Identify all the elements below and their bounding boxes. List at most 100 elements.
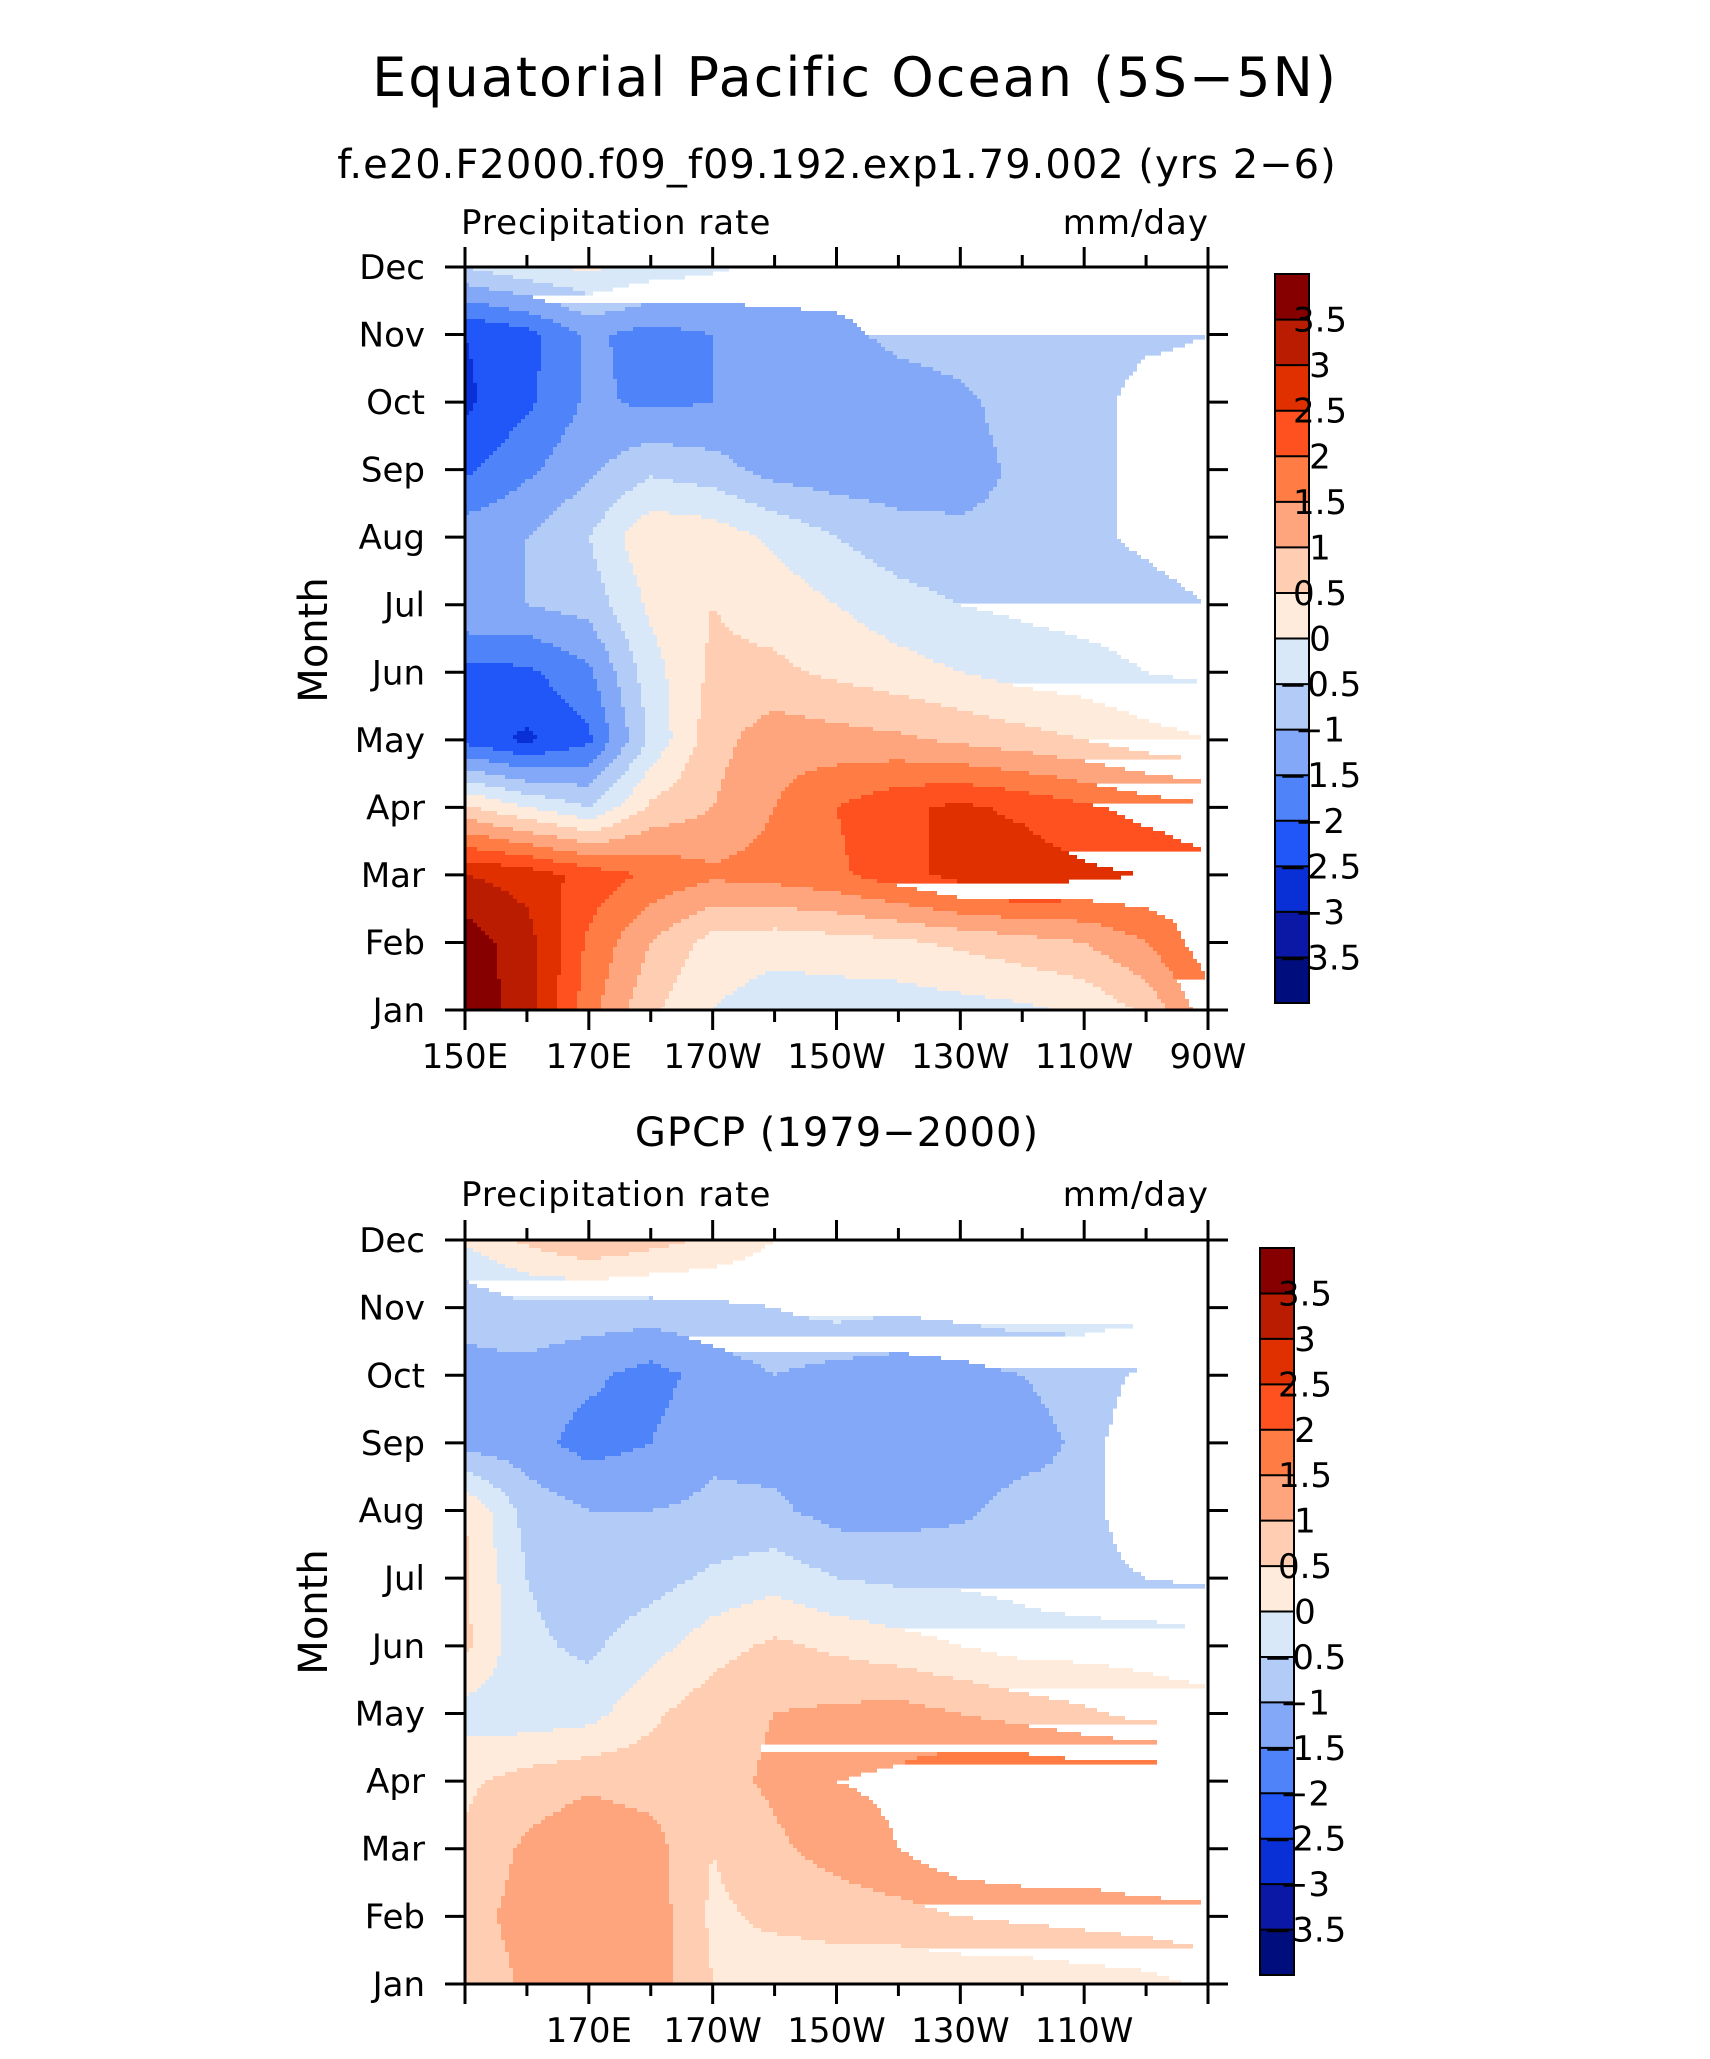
field-cell: [493, 271, 713, 276]
field-cell: [1029, 1472, 1105, 1477]
field-cell: [517, 1516, 813, 1521]
field-cell: [581, 955, 613, 960]
field-cell: [509, 1496, 565, 1501]
field-cell: [609, 975, 637, 980]
field-cell: [601, 519, 637, 524]
field-cell: [573, 415, 985, 420]
y-tick-label: Mar: [361, 1830, 425, 1870]
field-cell: [745, 467, 1001, 472]
field-cell: [1021, 963, 1121, 968]
field-cell: [565, 1424, 657, 1429]
field-cell: [665, 1412, 1049, 1417]
field-cell: [497, 1560, 525, 1565]
field-cell: [513, 1856, 669, 1861]
field-cell: [537, 1003, 557, 1008]
field-cell: [613, 607, 645, 612]
field-cell: [661, 1328, 1005, 1333]
field-cell: [585, 743, 605, 748]
field-cell: [473, 375, 537, 380]
field-cell: [969, 951, 1101, 956]
field-cell: [1049, 1408, 1113, 1413]
field-cell: [525, 587, 605, 592]
colorbar-box: [1275, 592, 1309, 639]
field-cell: [909, 1700, 1069, 1705]
field-cell: [1165, 963, 1201, 968]
field-cell: [501, 1588, 529, 1593]
field-cell: [601, 999, 629, 1004]
field-cell: [561, 919, 593, 924]
field-cell: [737, 495, 849, 500]
field-cell: [637, 675, 665, 680]
colorbar-label: −2.5: [1264, 1820, 1347, 1860]
field-cell: [501, 1584, 529, 1589]
field-cell: [669, 707, 701, 712]
x-tick-label: 150W: [787, 2011, 886, 2051]
field-cell: [669, 1880, 709, 1885]
field-cell: [577, 851, 737, 856]
field-cell: [505, 851, 577, 856]
field-cell: [577, 331, 617, 336]
field-cell: [465, 275, 513, 280]
field-cell: [785, 1496, 993, 1501]
field-cell: [465, 851, 505, 856]
field-cell: [633, 1448, 1061, 1453]
field-cell: [465, 1596, 469, 1601]
field-cell: [465, 1824, 533, 1829]
field-cell: [585, 1660, 589, 1665]
field-cell: [593, 675, 617, 680]
field-cell: [473, 359, 541, 364]
field-cell: [749, 531, 829, 536]
field-cell: [465, 1416, 573, 1421]
field-cell: [669, 927, 773, 932]
field-cell: [989, 423, 1117, 428]
field-cell: [597, 471, 753, 476]
field-cell: [825, 595, 945, 600]
field-cell: [501, 1644, 557, 1649]
field-cell: [1021, 1476, 1105, 1481]
field-cell: [465, 1292, 501, 1297]
field-cell: [485, 931, 533, 936]
field-cell: [769, 819, 841, 824]
field-cell: [469, 1568, 497, 1573]
field-cell: [505, 1492, 557, 1497]
field-cell: [537, 951, 561, 956]
field-cell: [893, 351, 1161, 356]
field-cell: [985, 499, 1117, 504]
field-cell: [493, 1668, 649, 1673]
field-cell: [465, 591, 525, 596]
y-tick-label: Jul: [382, 1559, 425, 1599]
field-cell: [533, 1596, 661, 1601]
field-cell: [517, 487, 581, 492]
field-cell: [1057, 1428, 1109, 1433]
field-cell: [465, 871, 553, 876]
field-cell: [613, 823, 669, 828]
field-cell: [673, 1904, 705, 1909]
field-cell: [561, 907, 597, 912]
field-cell: [737, 527, 821, 532]
field-cell: [897, 355, 1145, 360]
field-cell: [649, 799, 717, 804]
field-cell: [801, 667, 953, 672]
field-cell: [733, 1556, 793, 1561]
y-tick-label: Jun: [370, 653, 425, 693]
field-cell: [593, 623, 621, 628]
field-cell: [889, 759, 905, 764]
field-cell: [501, 1932, 673, 1937]
field-cell: [485, 319, 553, 324]
field-cell: [489, 303, 561, 308]
field-cell: [585, 483, 637, 488]
field-cell: [465, 1732, 517, 1737]
y-tick-label: Aug: [359, 518, 425, 558]
field-cell: [465, 1348, 497, 1353]
field-cell: [657, 759, 689, 764]
field-cell: [465, 1420, 569, 1425]
field-cell: [553, 451, 621, 456]
field-cell: [621, 1624, 701, 1629]
field-cell: [625, 1692, 689, 1697]
field-cell: [669, 1848, 797, 1853]
field-cell: [961, 991, 1105, 996]
field-cell: [697, 743, 737, 748]
field-cell: [1133, 971, 1173, 976]
field-cell: [589, 927, 625, 932]
field-cell: [601, 867, 849, 872]
